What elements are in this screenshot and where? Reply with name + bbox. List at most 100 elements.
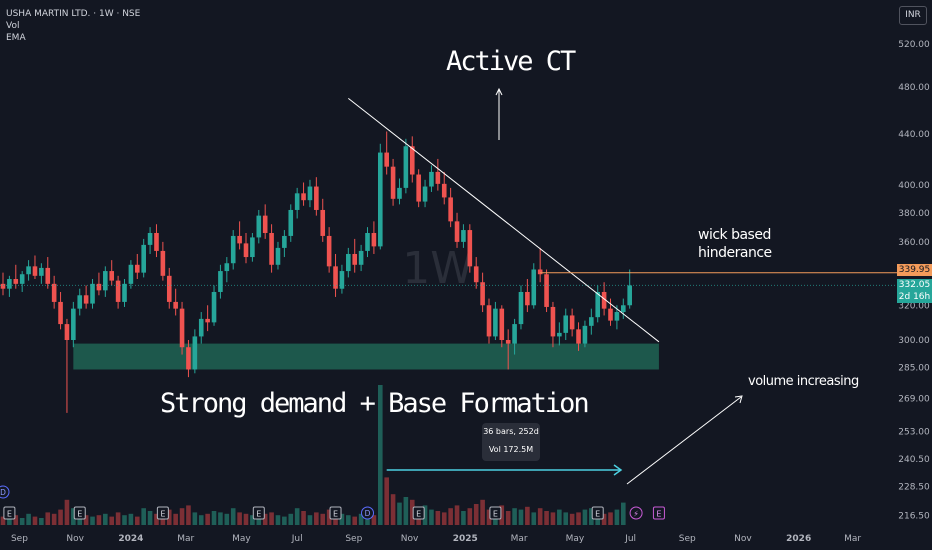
candle-body xyxy=(358,250,364,265)
candle-body xyxy=(397,187,402,199)
volume-bar xyxy=(0,516,6,525)
volume-increasing-arrow[interactable] xyxy=(626,396,742,485)
volume-bar xyxy=(250,515,255,525)
volume-bar xyxy=(294,508,300,525)
descending-trendline[interactable] xyxy=(348,98,660,343)
candle-body xyxy=(352,253,358,265)
earnings-event-marker[interactable]: E xyxy=(489,506,502,520)
svg-text:E: E xyxy=(656,510,661,519)
candle-body xyxy=(192,336,198,370)
volume-bar xyxy=(288,513,294,525)
volume-bar xyxy=(205,513,210,525)
x-axis-tick-label: Nov xyxy=(734,534,752,544)
volume-bar xyxy=(390,494,396,525)
candle-body xyxy=(45,267,51,284)
earnings-event-marker[interactable]: E xyxy=(412,506,425,520)
earnings-event-marker[interactable]: E xyxy=(3,506,16,520)
x-axis-tick-label: Jul xyxy=(291,534,303,544)
y-axis-tick-label: 520.00 xyxy=(898,40,930,50)
candle-body xyxy=(109,271,115,281)
y-axis-tick-label: 360.00 xyxy=(898,238,930,248)
candle-body xyxy=(256,215,262,238)
candle-body xyxy=(275,247,281,265)
volume-bar xyxy=(128,513,134,525)
svg-text:⚡: ⚡ xyxy=(633,510,639,519)
volume-bar xyxy=(320,513,326,525)
volume-bar xyxy=(237,512,242,525)
volume-indicator-label[interactable]: Vol xyxy=(6,21,20,31)
candle-body xyxy=(224,263,230,272)
volume-bar xyxy=(19,518,25,525)
earnings-event-marker[interactable]: E xyxy=(252,506,265,520)
earnings-event-marker[interactable]: E xyxy=(156,506,169,520)
candle-body xyxy=(346,253,351,272)
y-axis-tick-label: 300.00 xyxy=(898,336,930,346)
x-axis-tick-label: 2025 xyxy=(453,534,478,544)
currency-button[interactable]: INR xyxy=(899,6,927,25)
volume-bar xyxy=(211,511,217,525)
ema-indicator-label[interactable]: EMA xyxy=(6,33,26,43)
x-axis-tick-label: Jul xyxy=(624,534,636,544)
volume-bar xyxy=(429,509,434,525)
candle-body xyxy=(409,146,415,175)
split-event-marker[interactable]: ⚡ xyxy=(629,506,643,520)
volume-bar xyxy=(224,513,230,525)
svg-text:E: E xyxy=(595,510,600,519)
candle-body xyxy=(441,183,447,198)
volume-bar xyxy=(576,512,581,525)
volume-bar xyxy=(614,509,620,525)
symbol-title[interactable]: USHA MARTIN LTD. · 1W · NSE xyxy=(6,9,141,19)
candle-body xyxy=(32,266,38,276)
candle-body xyxy=(518,291,524,325)
candle-body xyxy=(179,308,185,348)
dividend-event-marker[interactable]: D xyxy=(361,506,375,520)
svg-text:E: E xyxy=(416,510,421,519)
candle-body xyxy=(608,308,613,321)
earnings-event-marker[interactable]: E xyxy=(591,506,604,520)
candle-body xyxy=(333,266,338,289)
volume-bar xyxy=(512,508,517,525)
x-axis-tick-label: Sep xyxy=(345,534,362,544)
candle-body xyxy=(147,232,153,245)
candle-body xyxy=(461,230,466,242)
candle-body xyxy=(314,186,319,210)
volume-bar xyxy=(480,499,485,525)
candle-body xyxy=(307,186,313,201)
volume-bar xyxy=(499,505,505,525)
volume-bar xyxy=(441,512,447,525)
volume-bar xyxy=(109,516,115,525)
demand-zone-rectangle[interactable] xyxy=(73,343,659,370)
measure-range-arrowhead xyxy=(613,464,623,476)
measure-tool-tooltip[interactable]: 36 bars, 252d Vol 172.5M xyxy=(482,423,540,461)
candle-body xyxy=(512,324,517,344)
dividend-event-marker[interactable]: D xyxy=(0,485,10,499)
svg-text:E: E xyxy=(7,510,12,519)
x-axis-tick-label: Mar xyxy=(844,534,861,544)
candle-body xyxy=(160,250,166,276)
volume-bar xyxy=(314,512,319,525)
candle-body xyxy=(26,266,31,275)
volume-bar xyxy=(557,509,562,525)
candle-body xyxy=(51,283,57,302)
candle-body xyxy=(365,232,370,251)
candle-body xyxy=(237,235,242,244)
candle-body xyxy=(339,271,345,289)
candle-body xyxy=(601,291,607,309)
candle-body xyxy=(390,166,396,199)
y-axis-tick-label: 285.00 xyxy=(898,364,930,374)
volume-bar xyxy=(448,508,453,525)
volume-bar xyxy=(326,509,332,525)
earnings-event-marker[interactable]: E xyxy=(329,506,342,520)
earnings-event-marker[interactable]: E xyxy=(73,506,86,520)
earnings-event-marker[interactable]: E xyxy=(652,506,665,520)
candle-body xyxy=(39,267,44,276)
svg-text:E: E xyxy=(77,510,82,519)
candle-body xyxy=(288,209,294,236)
volume-bar xyxy=(179,508,185,525)
candle-body xyxy=(250,237,255,258)
measure-bars-text: 36 bars, 252d xyxy=(483,427,539,436)
candle-body xyxy=(198,318,204,337)
candle-body xyxy=(205,318,210,323)
candle-body xyxy=(269,232,274,265)
